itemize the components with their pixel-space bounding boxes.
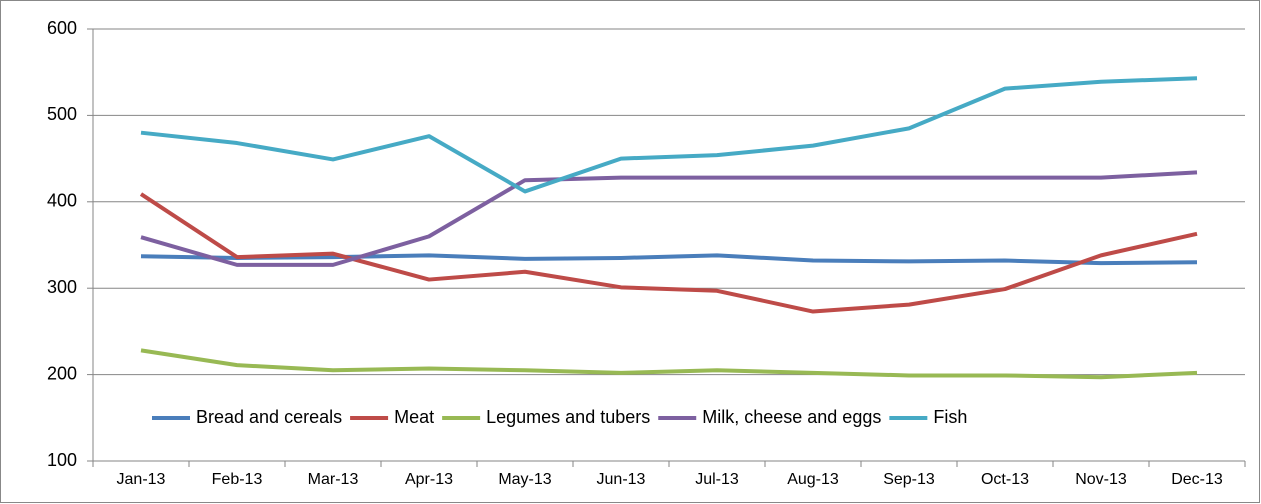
x-tick-label: Jul-13 bbox=[695, 471, 739, 488]
x-tick-label: Jun-13 bbox=[597, 471, 646, 488]
series-line bbox=[140, 253, 1198, 266]
series-line bbox=[139, 192, 1198, 314]
legend-label: Fish bbox=[933, 407, 967, 427]
y-tick-label: 600 bbox=[47, 18, 77, 38]
series-line bbox=[140, 348, 1198, 380]
x-tick-label: May-13 bbox=[498, 471, 551, 488]
x-tick-label: Dec-13 bbox=[1171, 471, 1223, 488]
x-tick-label: Nov-13 bbox=[1075, 471, 1127, 488]
x-tick-label: Mar-13 bbox=[308, 471, 359, 488]
legend-label: Milk, cheese and eggs bbox=[702, 407, 881, 427]
legend-label: Meat bbox=[394, 407, 434, 427]
x-tick-label: Apr-13 bbox=[405, 471, 453, 488]
y-tick-label: 300 bbox=[47, 277, 77, 297]
y-tick-label: 400 bbox=[47, 191, 77, 211]
series-line bbox=[140, 76, 1198, 194]
x-tick-label: Aug-13 bbox=[787, 471, 839, 488]
x-tick-label: Feb-13 bbox=[212, 471, 263, 488]
x-tick-label: Oct-13 bbox=[981, 471, 1029, 488]
y-tick-label: 100 bbox=[47, 450, 77, 470]
x-tick-label: Sep-13 bbox=[883, 471, 935, 488]
y-tick-label: 200 bbox=[47, 363, 77, 383]
series-line bbox=[140, 170, 1198, 267]
legend-label: Legumes and tubers bbox=[486, 407, 650, 427]
y-tick-label: 500 bbox=[47, 104, 77, 124]
x-tick-label: Jan-13 bbox=[117, 471, 166, 488]
legend-label: Bread and cereals bbox=[196, 407, 342, 427]
